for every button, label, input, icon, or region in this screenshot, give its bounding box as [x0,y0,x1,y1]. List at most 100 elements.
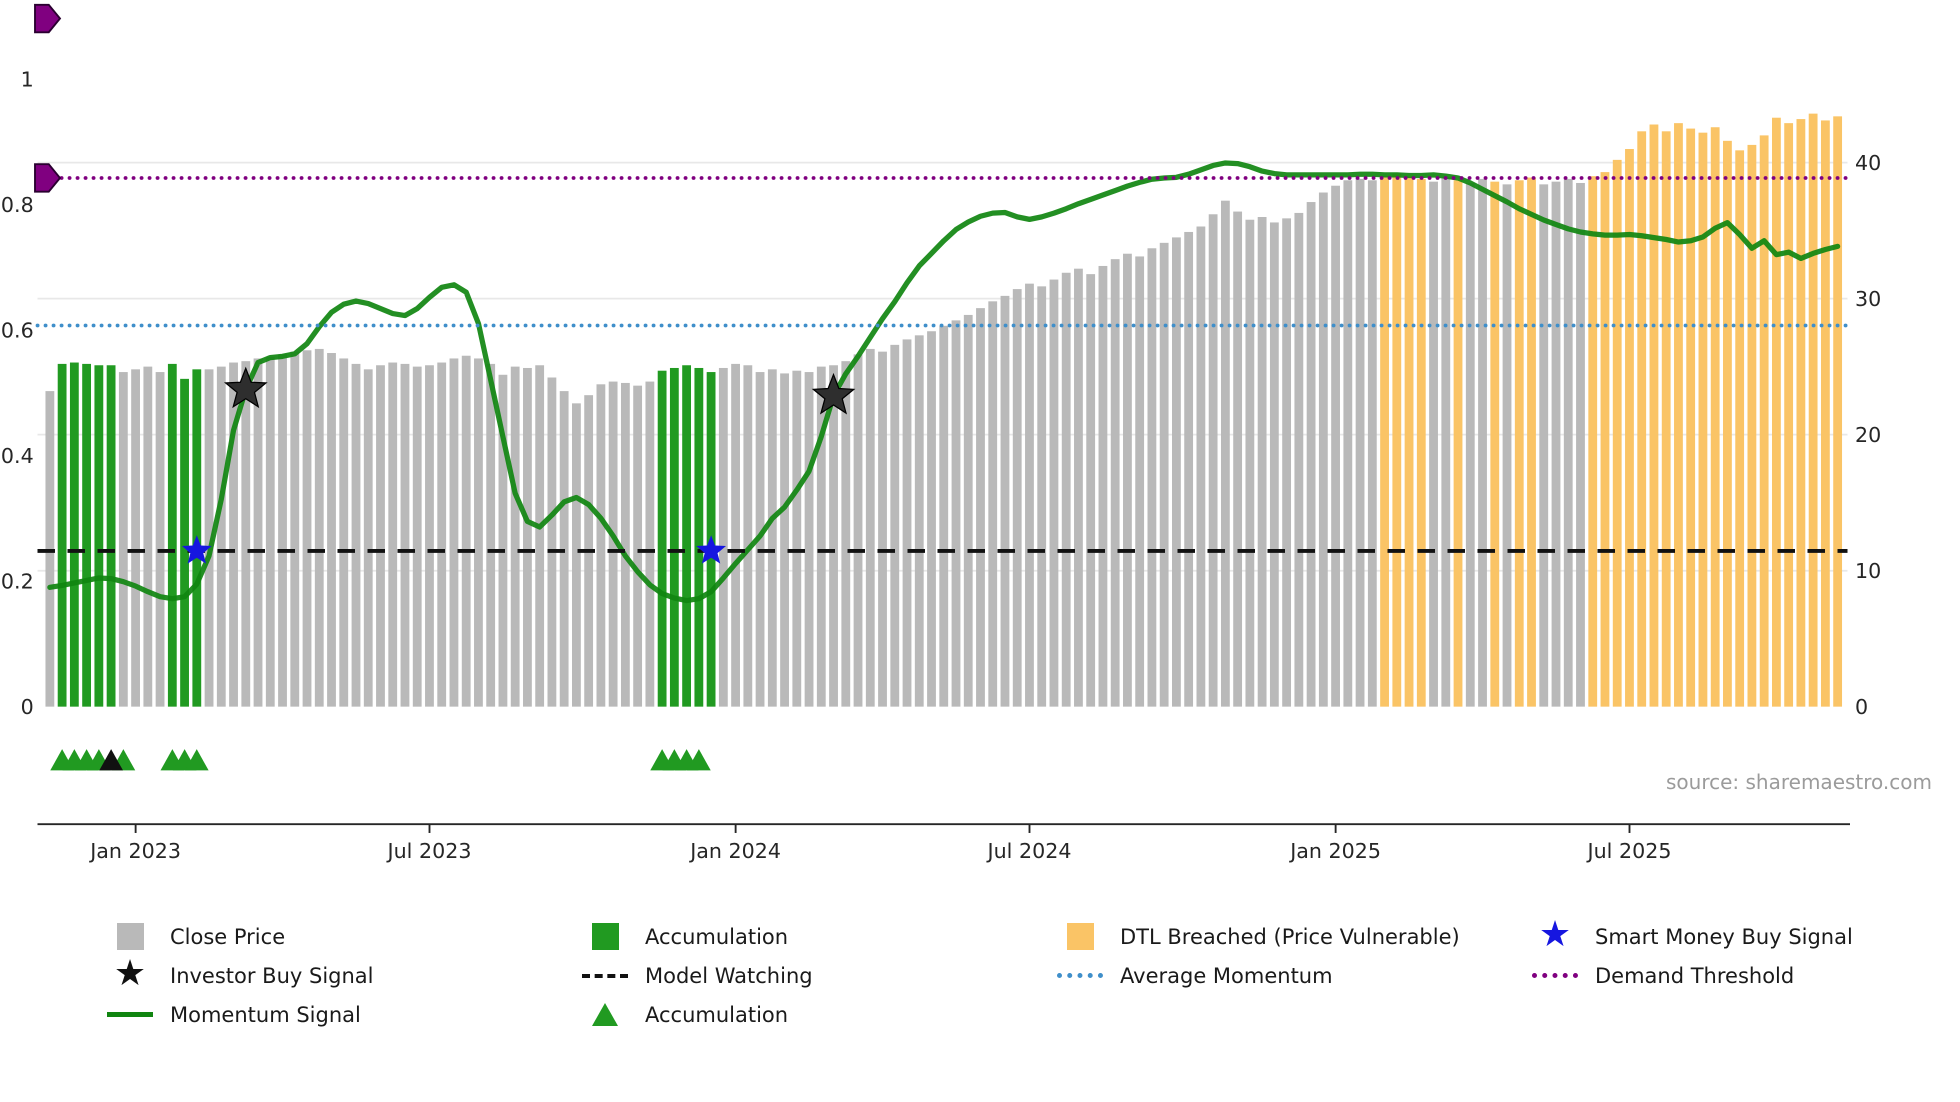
average-momentum-swatch-shape [1057,973,1103,978]
close-price-bar [1429,181,1438,707]
dtl-breached-bar [1747,144,1757,707]
left-axis-tick-label: 0.2 [1,570,34,594]
dtl-breached-bar [1514,180,1524,707]
close-price-bar [388,362,398,707]
demand-threshold-swatch-icon [1531,973,1579,978]
close-price-bar [376,365,385,707]
dtl-breached-bar [1820,120,1830,707]
investor-buy-signal-star-icon [811,372,856,415]
close-price-bar [302,350,312,707]
dtl-breached-bar [1612,159,1622,707]
accumulation-bar [669,367,679,707]
dtl-breached-bar [1625,148,1634,707]
accumulation-bar [657,370,667,707]
close-price-bar [498,374,508,707]
close-price-bar [1074,268,1083,707]
close-price-bar [853,354,863,707]
accumulation-swatch-shape [592,1003,618,1026]
close-price-bar [241,361,251,707]
close-price-bar [1159,242,1169,707]
x-axis-tick-label: Jan 2025 [1288,839,1381,863]
dtl-breached-bar [1784,123,1794,707]
dtl-breached-bar [1453,180,1463,707]
close-price-bar [1257,216,1267,707]
legend-label: Investor Buy Signal [170,963,374,988]
accumulation-triangle-icon [184,749,209,771]
close-price-bar [449,358,459,707]
close-price-bar [278,354,287,707]
close-price-bar [1355,178,1365,707]
right-axis-tick-label: 30 [1855,287,1881,311]
close-price-bar [1000,295,1010,707]
close-price-bar [1367,180,1377,707]
close-price-bar [327,353,336,707]
close-price-bar [1318,192,1328,707]
left-axis-tick-label: 0.8 [1,193,34,217]
legend-item-smart-money-buy-signal: ★ Smart Money Buy Signal [1531,916,1960,956]
close-price-bar [1025,283,1034,707]
smart-money-buy-signal-star-icon [182,535,212,564]
dtl-breached-bar [1833,116,1843,707]
close-price-bar [1196,226,1206,707]
average-momentum-swatch-icon [1056,973,1104,978]
close-price-bar [510,366,520,707]
dark-accumulation-triangle-icon [99,749,123,771]
accumulation-bar [106,365,116,707]
close-price-bar [914,335,924,707]
left-axis-tick-label: 0.4 [1,444,34,468]
close-price-bar [1208,214,1218,707]
close-price-bar [804,372,814,707]
close-price-bar [425,365,434,707]
close-price-bar [767,369,777,707]
close-price-bar [1269,222,1279,707]
dtl-breached-bar [1600,172,1610,707]
close-price-bar [816,366,826,707]
close-price-bar [253,358,263,707]
legend-label: Model Watching [645,963,813,988]
close-price-bar [523,367,532,707]
left-axis-tick-label: 0.6 [1,318,34,342]
dtl-breached-bar [1686,128,1696,707]
x-axis-tick-label: Jan 2024 [688,839,781,863]
close-price-bar [535,365,545,707]
left-axis-tick-label: 0 [21,695,34,719]
close-price-bar [927,331,936,707]
close-price-bar [400,363,410,707]
legend-item-accumulation: Accumulation [581,995,1056,1034]
close-price-bar [890,344,900,707]
dtl-breached-bar [1735,150,1745,707]
x-axis-tick-label: Jul 2025 [1586,839,1672,863]
close-price-bar [951,320,961,707]
close-price-bar [265,357,275,707]
close-price-bar [155,372,165,707]
accumulation-bar [57,363,67,707]
accumulation-swatch-shape [591,923,619,950]
momentum-signal-swatch-icon [106,1012,154,1017]
close-price-bar [1245,219,1255,707]
source-attribution: source: sharemaestro.com [1666,770,1932,794]
close-price-bar [1233,211,1243,707]
close-price-bar [963,314,973,707]
close-price-bar [939,325,949,707]
legend-item-investor-buy-signal: ★ Investor Buy Signal [106,955,581,995]
dtl-breached-bar [1649,124,1659,707]
dtl-breached-bar [1661,131,1671,707]
close-price-bar [718,367,728,707]
momentum-signal-swatch-shape [107,1012,153,1017]
close-price-bar [1331,185,1340,707]
close-price-bar [474,358,483,707]
close-price-bar [216,366,226,707]
close-price-bar [1086,274,1096,707]
close-price-bar [1147,248,1157,707]
close-price-bar [608,381,618,707]
dtl-breached-bar [1796,119,1806,707]
close-price-bar [1502,184,1512,707]
close-price-bar [1135,256,1145,707]
close-price-bar [412,366,422,707]
legend-item-demand-threshold: Demand Threshold [1531,956,1960,995]
close-price-bar [547,377,557,707]
close-price-bar [902,339,912,707]
smart-money-buy-signal-star-icon [696,535,726,564]
close-price-bar [229,362,238,707]
